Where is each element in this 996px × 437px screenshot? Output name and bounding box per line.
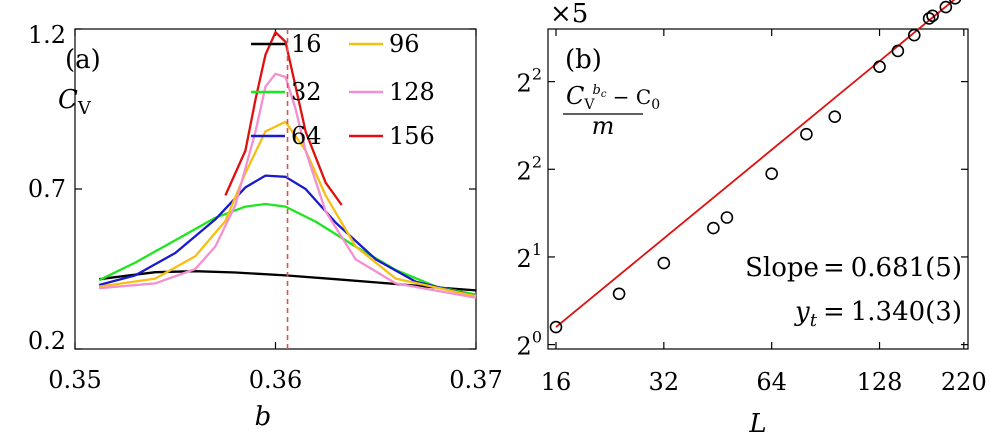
data-point: [949, 0, 962, 5]
series-line-156: [224, 31, 343, 206]
fit-line: [555, 0, 956, 328]
x-tick-label: 16: [541, 368, 572, 396]
y-tick-label: 1.2: [28, 21, 66, 49]
data-point: [720, 211, 734, 224]
x-tick-label: 220: [941, 368, 987, 396]
y-tick-exponent: 1: [532, 240, 542, 259]
x-tick-label: 128: [857, 368, 903, 396]
annotation-slope-value: 0.681(5): [851, 253, 962, 283]
panel-b-points: [549, 0, 962, 334]
data-point: [926, 9, 939, 23]
panel-a-ylabel-sub: V: [77, 98, 92, 119]
x-tick-label: 0.35: [48, 366, 101, 394]
panel-b-xlabel: L: [748, 409, 766, 437]
y-tick-base: 2: [517, 70, 532, 98]
annotation-yt: yt = 1.340(3): [794, 297, 962, 331]
y-tick-label: 22: [517, 65, 542, 98]
ylabel-num-rest: − C: [606, 85, 651, 109]
panel-b-ylabel: CVbc − C0 m: [563, 82, 660, 140]
y-tick-label: 22: [517, 152, 542, 185]
panel-b-label: (b): [565, 45, 602, 75]
y-tick-label: 0.2: [28, 327, 66, 355]
svg-text:CVbc − C0: CVbc − C0: [566, 82, 660, 113]
y-tick-exponent: 2: [532, 152, 542, 171]
x-tick-label: 32: [649, 368, 680, 396]
legend-label-156: 156: [389, 122, 435, 150]
x-tick-label: 0.37: [449, 366, 502, 394]
data-point: [873, 60, 886, 73]
data-point: [828, 110, 842, 123]
ylabel-num-sub: V: [583, 97, 595, 113]
y-tick-base: 2: [517, 333, 532, 361]
data-point: [800, 127, 813, 141]
panel-a-ylabel: CV: [58, 85, 92, 119]
series-line-32: [98, 202, 477, 296]
y-tick-label: 0.7: [28, 175, 66, 203]
ylabel-den: m: [592, 112, 615, 140]
annotation-yt-sub: t: [810, 310, 818, 331]
series-line-96: [98, 120, 477, 298]
x-tick-label: 0.36: [249, 366, 302, 394]
legend-label-96: 96: [389, 30, 420, 58]
panel-a-ticks: 0.35 0.36 0.37 0.2 0.7 1.2: [28, 21, 503, 394]
series-line-64: [98, 174, 477, 298]
data-point: [612, 287, 626, 301]
data-point: [922, 12, 936, 25]
ylabel-num-rest-sub: 0: [651, 97, 660, 113]
y-tick-exponent: 0: [532, 328, 542, 347]
panel-a-lines: [98, 31, 477, 299]
data-point: [549, 320, 563, 334]
panel-a-ylabel-main: C: [58, 85, 78, 115]
panel-a-label: (a): [65, 45, 101, 75]
data-point: [765, 167, 778, 180]
ylabel-num-main: C: [566, 82, 584, 110]
annotation-yt-value: 1.340(3): [851, 297, 962, 327]
series-line-128: [99, 72, 477, 299]
ylabel-num-sup-sub: c: [601, 89, 607, 100]
y-tick-label: 20: [517, 328, 542, 361]
data-point: [939, 0, 953, 14]
legend-label-16: 16: [291, 30, 322, 58]
y-tick-label: 21: [517, 240, 542, 273]
panel-a-legend: 16 96 32 128 64 156: [251, 30, 435, 150]
data-point: [907, 28, 921, 42]
x-tick-label: 64: [756, 368, 787, 396]
y-tick-base: 2: [517, 245, 532, 273]
panel-a-xlabel: b: [255, 402, 272, 432]
data-point: [707, 221, 720, 235]
data-point: [891, 44, 905, 58]
legend-label-32: 32: [291, 78, 322, 106]
panel-a-frame: [74, 28, 477, 350]
legend-label-64: 64: [291, 122, 322, 150]
legend-label-128: 128: [389, 78, 435, 106]
annotation-slope: Slope = 0.681(5): [745, 253, 962, 283]
y-tick-base: 2: [517, 157, 532, 185]
multiplier-label: ×5: [550, 0, 588, 29]
panel-b-frame: [547, 28, 969, 350]
ylabel-num-sup: b: [593, 83, 601, 98]
y-tick-exponent: 2: [532, 65, 542, 84]
annotation-yt-symbol: y: [794, 297, 810, 327]
data-point: [657, 256, 671, 270]
panel-a: 0.35 0.36 0.37 0.2 0.7 1.2 (a) CV b 16 96 32 128…: [28, 21, 503, 432]
annotation-slope-label: Slope: [745, 253, 819, 283]
